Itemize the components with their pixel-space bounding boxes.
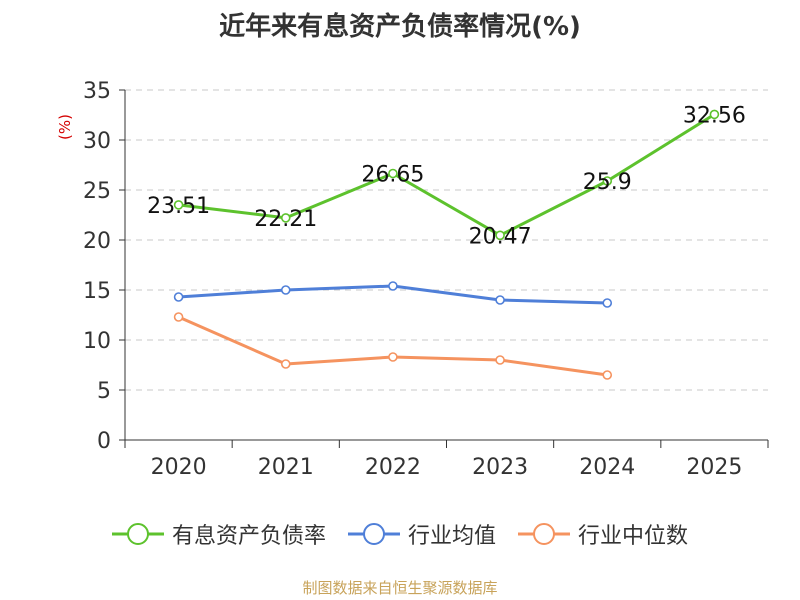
- data-point: [388, 281, 398, 291]
- data-point: [280, 213, 291, 223]
- legend-swatch-icon: [111, 523, 164, 545]
- legend: 有息资产负债率 行业均值 行业中位数: [0, 518, 800, 550]
- x-tick-label: 2024: [579, 455, 635, 480]
- legend-label: 有息资产负债率: [171, 524, 326, 549]
- x-tick-label: 2025: [686, 455, 742, 480]
- legend-item[interactable]: 行业均值: [347, 518, 496, 550]
- x-tick-label: 2022: [365, 455, 421, 480]
- data-label: 32.56: [683, 103, 746, 128]
- legend-item[interactable]: 有息资产负债率: [111, 518, 326, 550]
- data-point: [495, 355, 505, 365]
- data-point: [602, 298, 613, 308]
- y-tick-label: 5: [97, 379, 111, 404]
- data-point: [173, 312, 184, 322]
- legend-swatch-icon: [518, 523, 570, 545]
- data-point: [173, 200, 184, 210]
- y-tick-label: 30: [83, 129, 111, 154]
- x-tick-label: 2020: [151, 455, 207, 480]
- data-label: 25.9: [583, 170, 632, 195]
- data-point: [495, 295, 505, 305]
- data-label: 23.51: [147, 194, 210, 219]
- y-tick-label: 15: [83, 279, 111, 304]
- data-point: [495, 230, 505, 241]
- y-tick-label: 35: [83, 79, 111, 104]
- y-tick-label: 20: [83, 229, 111, 254]
- x-tick-label: 2023: [472, 455, 528, 480]
- data-point: [280, 359, 291, 369]
- data-label: 20.47: [469, 224, 532, 249]
- data-labels: 23.51 22.21 26.65 20.47 25.9 32.56: [147, 103, 746, 249]
- data-point: [602, 176, 613, 186]
- x-tick-label: 2021: [258, 455, 314, 480]
- data-point: [602, 370, 613, 380]
- legend-item[interactable]: 行业中位数: [518, 518, 688, 550]
- data-point: [280, 285, 291, 295]
- series: [173, 109, 720, 380]
- chart-title: 近年来有息资产负债率情况(%): [219, 12, 581, 42]
- legend-label: 行业均值: [407, 524, 496, 549]
- legend-swatch-icon: [347, 523, 400, 545]
- data-label: 26.65: [361, 163, 424, 188]
- data-label: 22.21: [254, 207, 317, 232]
- source-note: 制图数据来自恒生聚源数据库: [302, 579, 498, 597]
- grid-lines: [125, 89, 768, 391]
- data-point: [388, 168, 398, 179]
- data-point: [388, 352, 398, 362]
- y-tick-label: 10: [83, 329, 111, 354]
- y-tick-label: 0: [97, 429, 111, 454]
- data-point: [173, 292, 184, 302]
- legend-label: 行业中位数: [578, 524, 689, 549]
- y-tick-label: 25: [83, 179, 111, 204]
- series-line: [177, 315, 608, 377]
- series-line: [178, 113, 716, 237]
- data-point: [709, 109, 720, 120]
